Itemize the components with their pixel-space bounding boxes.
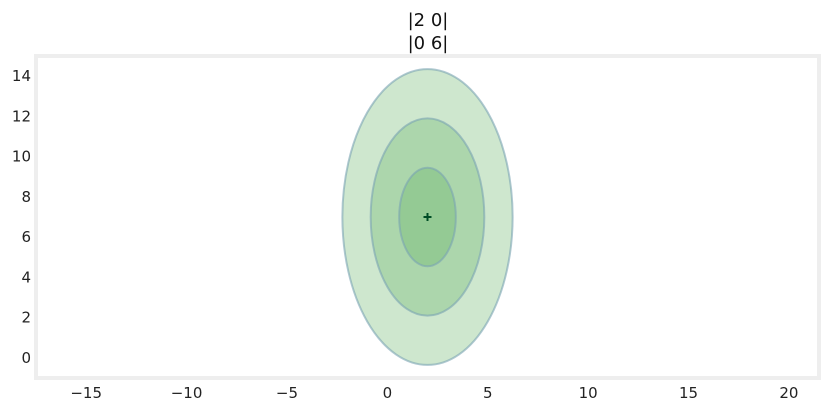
x-tick-label: 0: [383, 384, 393, 402]
y-tick-label: 8: [21, 188, 31, 206]
y-tick-label: 0: [21, 349, 31, 367]
chart-title: |2 0| |0 6|: [408, 10, 449, 54]
y-axis-ticks: 0 2 4 6 8 10 12 14: [12, 67, 31, 367]
x-tick-label: −10: [171, 384, 203, 402]
mean-marker: [423, 213, 432, 221]
x-tick-label: 20: [779, 384, 798, 402]
y-tick-label: 2: [21, 309, 31, 327]
y-tick-label: 12: [12, 107, 31, 125]
x-tick-label: −15: [70, 384, 102, 402]
mean-marker-layer: [423, 213, 432, 221]
x-tick-label: 15: [679, 384, 698, 402]
y-tick-label: 6: [21, 228, 31, 246]
x-axis-ticks: −15 −10 −5 0 5 10 15 20: [70, 384, 798, 402]
title-line-2: |0 6|: [408, 33, 449, 54]
x-tick-label: −5: [276, 384, 298, 402]
title-line-1: |2 0|: [408, 10, 449, 31]
x-tick-label: 10: [579, 384, 598, 402]
y-tick-label: 10: [12, 148, 31, 166]
y-tick-label: 14: [12, 67, 31, 85]
y-tick-label: 4: [21, 268, 31, 286]
x-tick-label: 5: [483, 384, 493, 402]
